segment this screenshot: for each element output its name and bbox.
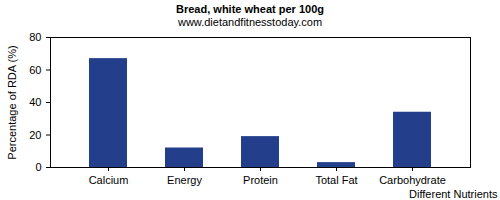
svg-text:20: 20	[29, 129, 41, 141]
svg-text:Energy: Energy	[167, 174, 202, 186]
svg-text:Different Nutrients: Different Nutrients	[409, 188, 498, 200]
svg-text:Calcium: Calcium	[89, 174, 129, 186]
svg-text:Carbohydrate: Carbohydrate	[379, 174, 446, 186]
html-text:www.dietandfitnesstoday.com: www.dietandfitnesstoday.com	[178, 16, 322, 28]
svg-text:Percentage of RDA (%): Percentage of RDA (%)	[6, 45, 18, 159]
svg-text:80: 80	[29, 31, 41, 43]
svg-text:40: 40	[29, 96, 41, 108]
svg-text:Total Fat: Total Fat	[315, 174, 357, 186]
svg-text:60: 60	[29, 64, 41, 76]
html-text:Bread, white wheat per 100g: Bread, white wheat per 100g	[176, 3, 324, 15]
svg-text:0: 0	[35, 161, 41, 173]
svg-text:Protein: Protein	[243, 174, 278, 186]
